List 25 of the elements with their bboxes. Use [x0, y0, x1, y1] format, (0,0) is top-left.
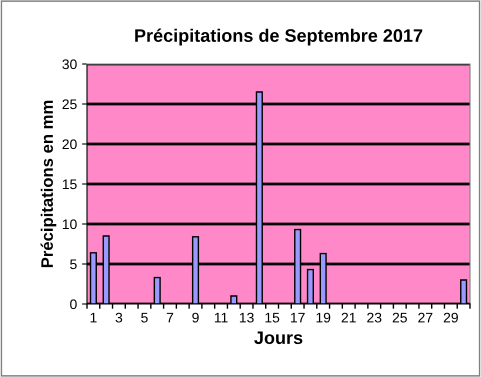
y-tick-label: 20 — [62, 139, 77, 150]
x-tick-label: 3 — [116, 312, 122, 323]
x-tick-label: 15 — [265, 312, 280, 323]
x-tick-label: 17 — [290, 312, 305, 322]
x-tick-label: 27 — [418, 312, 432, 322]
x-tick-label: 21 — [342, 312, 356, 322]
y-tick-label: 15 — [62, 179, 77, 190]
x-axis-title: Jours — [254, 332, 302, 344]
x-tick-label: 19 — [316, 312, 330, 323]
y-tick-label: 0 — [70, 299, 77, 310]
y-tick-label: 25 — [62, 99, 77, 110]
y-axis-title: Précipitations en mm — [40, 100, 56, 268]
x-tick-label: 1 — [90, 312, 97, 322]
x-tick-label: 25 — [392, 312, 407, 323]
y-tick-label: 5 — [70, 259, 77, 270]
x-tick-label: 23 — [367, 312, 382, 323]
x-tick-label: 5 — [141, 312, 148, 323]
x-tick-label: 9 — [192, 312, 199, 323]
x-tick-label: 7 — [166, 312, 174, 322]
x-tick-label: 11 — [214, 312, 228, 322]
y-tick-label: 30 — [62, 59, 77, 70]
y-tick-label: 10 — [62, 219, 77, 230]
x-tick-label: 29 — [444, 312, 458, 323]
chart-title: Précipitations de Septembre 2017 — [135, 28, 422, 46]
x-tick-label: 13 — [240, 312, 254, 323]
